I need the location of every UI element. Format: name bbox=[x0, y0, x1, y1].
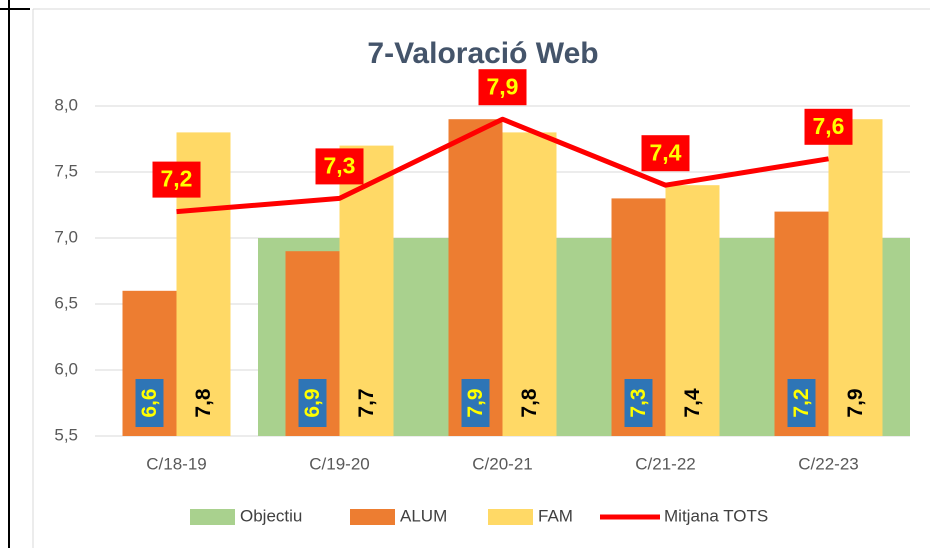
data-label-box bbox=[787, 379, 816, 427]
bar bbox=[502, 132, 557, 436]
line bbox=[176, 116, 829, 215]
y-tick-label: 7,5 bbox=[54, 161, 78, 180]
legend-label: Mitjana TOTS bbox=[664, 506, 768, 525]
data-label-box bbox=[624, 379, 653, 427]
data-label-box bbox=[315, 148, 364, 185]
data-label-box bbox=[641, 135, 690, 172]
y-tick-label: 6,0 bbox=[54, 359, 78, 378]
data-label: 7,7 bbox=[355, 388, 378, 417]
data-label-group: 7,4 bbox=[681, 388, 704, 418]
data-label: 7,3 bbox=[627, 388, 650, 417]
data-label-group: 7,8 bbox=[192, 388, 215, 418]
data-label: 6,6 bbox=[138, 388, 161, 417]
bar bbox=[665, 185, 720, 436]
data-label-box bbox=[804, 108, 853, 145]
data-label-group: 6,6 bbox=[135, 379, 164, 427]
x-tick-label: C/18-19 bbox=[146, 454, 206, 473]
legend-swatch bbox=[190, 509, 235, 525]
data-label: 7,9 bbox=[844, 388, 867, 417]
data-label: 7,4 bbox=[650, 139, 682, 165]
data-label: 7,9 bbox=[464, 388, 487, 417]
x-tick-label: C/22-23 bbox=[798, 454, 858, 473]
legend-swatch bbox=[488, 509, 533, 525]
y-tick-label: 8,0 bbox=[54, 95, 78, 114]
data-label: 7,2 bbox=[161, 166, 193, 192]
data-label-group: 7,9 bbox=[844, 388, 867, 417]
data-label: 7,6 bbox=[813, 113, 845, 139]
chart-title: 7-Valoració Web bbox=[367, 37, 598, 70]
legend-label: FAM bbox=[538, 506, 573, 525]
data-label: 7,2 bbox=[790, 388, 813, 417]
data-label-box bbox=[135, 379, 164, 427]
data-label-group: 6,9 bbox=[298, 379, 327, 427]
data-label-group: 7,7 bbox=[355, 388, 378, 417]
data-label-group: 7,9 bbox=[461, 379, 490, 427]
data-label: 6,9 bbox=[301, 388, 324, 417]
data-label: 7,8 bbox=[192, 388, 215, 418]
data-label-box bbox=[478, 69, 527, 106]
x-tick-label: C/21-22 bbox=[635, 454, 695, 473]
data-label: 7,9 bbox=[487, 73, 519, 99]
x-tick-label: C/19-20 bbox=[309, 454, 369, 473]
data-label-box bbox=[461, 379, 490, 427]
data-label-group: 7,8 bbox=[518, 388, 541, 418]
data-label-group: 7,2 bbox=[787, 379, 816, 427]
bar bbox=[828, 119, 883, 436]
data-label-group: 7,3 bbox=[624, 379, 653, 427]
legend-label: Objectiu bbox=[240, 506, 302, 525]
data-label: 7,8 bbox=[518, 388, 541, 418]
data-label: 7,4 bbox=[681, 388, 704, 418]
x-tick-label: C/20-21 bbox=[472, 454, 532, 473]
data-label: 7,3 bbox=[324, 152, 356, 178]
y-tick-label: 5,5 bbox=[54, 425, 78, 444]
y-tick-label: 6,5 bbox=[54, 293, 78, 312]
data-label-box bbox=[152, 161, 201, 198]
y-tick-label: 7,0 bbox=[54, 227, 78, 246]
legend-label: ALUM bbox=[400, 506, 447, 525]
data-label-box bbox=[298, 379, 327, 427]
legend-swatch bbox=[350, 509, 395, 525]
